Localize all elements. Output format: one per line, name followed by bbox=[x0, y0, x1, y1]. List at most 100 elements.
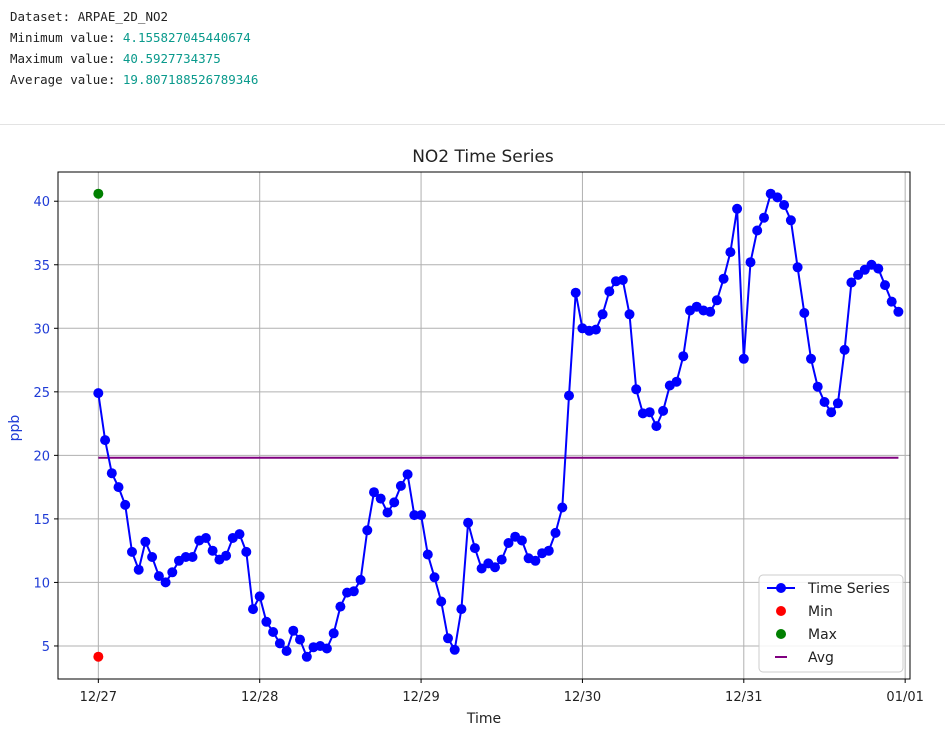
y-tick-label: 10 bbox=[33, 576, 50, 591]
y-tick-label: 15 bbox=[33, 513, 50, 528]
series-point bbox=[160, 577, 171, 588]
series-point bbox=[187, 552, 198, 562]
series-point bbox=[261, 616, 272, 627]
y-tick-label: 40 bbox=[33, 195, 50, 210]
series-point bbox=[678, 351, 689, 362]
series-point bbox=[335, 601, 346, 612]
series-point bbox=[570, 287, 581, 298]
series-point bbox=[812, 381, 823, 392]
series-point bbox=[604, 286, 615, 297]
series-point bbox=[402, 469, 413, 480]
avg-value: 19.807188526789346 bbox=[122, 72, 259, 87]
y-tick-label: 20 bbox=[33, 449, 50, 464]
series-point bbox=[362, 525, 373, 536]
y-tick-label: 35 bbox=[33, 259, 50, 274]
min-label: Minimum value: bbox=[10, 30, 123, 45]
x-tick-label: 12/31 bbox=[725, 690, 762, 705]
series-point bbox=[543, 545, 554, 556]
series-point bbox=[127, 546, 137, 557]
series-point bbox=[140, 536, 151, 547]
series-point bbox=[564, 390, 574, 401]
series-point bbox=[241, 546, 252, 557]
legend-series-label: Time Series bbox=[807, 581, 890, 597]
series-point bbox=[469, 543, 480, 554]
x-tick-label: 12/28 bbox=[241, 690, 278, 705]
marker-layer bbox=[93, 188, 104, 662]
avg-label: Average value: bbox=[10, 72, 123, 87]
series-point bbox=[422, 549, 433, 560]
series-point bbox=[631, 384, 642, 395]
min-line: Minimum value: 4.155827045440674 bbox=[10, 27, 258, 48]
series-point bbox=[819, 397, 830, 407]
min-marker bbox=[93, 651, 104, 662]
x-tick-label: 12/27 bbox=[80, 690, 117, 705]
series-point bbox=[429, 572, 440, 583]
y-axis-label: ppb bbox=[7, 415, 23, 442]
series-point bbox=[147, 552, 158, 562]
x-tick-label: 01/01 bbox=[886, 690, 923, 705]
series-point bbox=[839, 344, 850, 355]
series-point bbox=[120, 499, 131, 510]
legend-max-label: Max bbox=[808, 627, 837, 643]
min-value: 4.155827045440674 bbox=[122, 30, 251, 45]
series-point bbox=[806, 353, 816, 364]
dataset-label: Dataset: ARPAE_2D_NO2 bbox=[10, 9, 169, 24]
series-point bbox=[873, 263, 884, 274]
series-point bbox=[100, 435, 111, 446]
max-marker bbox=[93, 188, 104, 199]
x-ticks: 12/27 12/28 12/29 12/30 12/31 01/01 bbox=[80, 679, 924, 705]
series-point bbox=[718, 273, 729, 284]
series-point bbox=[759, 212, 769, 223]
legend-box bbox=[758, 574, 904, 673]
series-point bbox=[369, 487, 379, 498]
x-axis-label: Time bbox=[466, 711, 501, 727]
series-point bbox=[832, 398, 843, 409]
series-point bbox=[382, 507, 393, 518]
legend: Time Series Min Max Avg bbox=[758, 574, 904, 673]
plot-frame bbox=[57, 171, 911, 680]
series-point bbox=[449, 644, 460, 655]
avg-line: Average value: 19.807188526789346 bbox=[10, 69, 258, 90]
series-point bbox=[530, 555, 541, 566]
series-point bbox=[248, 604, 258, 615]
series-point bbox=[348, 586, 359, 597]
series-point bbox=[113, 482, 124, 493]
series-point bbox=[779, 200, 790, 210]
series-point bbox=[221, 550, 232, 561]
series-point bbox=[389, 497, 400, 508]
series-point bbox=[321, 643, 332, 654]
legend-min-marker bbox=[776, 606, 786, 616]
legend-min-label: Min bbox=[808, 604, 833, 620]
series-point bbox=[207, 545, 218, 556]
series-point bbox=[133, 564, 144, 575]
max-label: Maximum value: bbox=[10, 51, 123, 66]
series-point bbox=[785, 215, 796, 226]
series-point bbox=[557, 502, 568, 513]
max-value: 40.5927734375 bbox=[122, 51, 221, 66]
series-point bbox=[416, 510, 427, 521]
x-tick-label: 12/29 bbox=[402, 690, 439, 705]
series-point bbox=[745, 257, 756, 268]
y-tick-label: 30 bbox=[33, 322, 50, 337]
series-point bbox=[893, 306, 904, 317]
series-point bbox=[200, 533, 211, 543]
chart-title: NO2 Time Series bbox=[412, 147, 554, 167]
x-tick-label: 12/30 bbox=[564, 690, 601, 705]
max-line: Maximum value: 40.5927734375 bbox=[10, 48, 258, 69]
series-point bbox=[624, 309, 635, 320]
series-point bbox=[328, 628, 339, 639]
series-point bbox=[463, 517, 474, 528]
series-point bbox=[846, 277, 857, 288]
series-point bbox=[550, 527, 561, 538]
series-point bbox=[268, 627, 279, 637]
y-tick-label: 25 bbox=[33, 386, 50, 401]
series-point bbox=[153, 571, 164, 582]
series-point bbox=[658, 405, 669, 416]
series-layer bbox=[93, 188, 904, 662]
series-point bbox=[590, 324, 601, 335]
legend-avg-label: Avg bbox=[808, 650, 834, 666]
series-point bbox=[651, 421, 662, 432]
series-point bbox=[443, 633, 453, 644]
series-point bbox=[456, 604, 467, 615]
